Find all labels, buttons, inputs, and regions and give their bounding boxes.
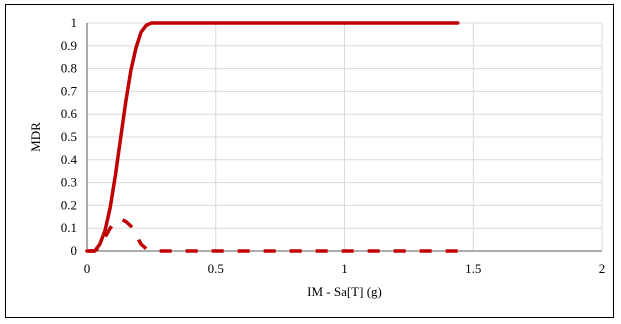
y-tick-label: 0.6 [61, 106, 78, 121]
x-tick-label: 1 [341, 261, 348, 276]
gridlines [87, 22, 603, 251]
y-tick-label: 0.4 [61, 152, 78, 167]
dashed-series-line [87, 217, 458, 253]
y-tick-label: 0.3 [61, 175, 77, 190]
y-tick-label: 0.1 [61, 220, 77, 235]
x-tick-label: 1.5 [465, 261, 481, 276]
y-tick-label: 1 [71, 15, 78, 30]
chart-svg: 0 0.1 0.2 0.3 0.4 0.5 0.6 0.7 0.8 0.9 1 0 0.5 1 1.5 2 M… [28, 15, 606, 299]
y-tick-label: 0.9 [61, 38, 77, 53]
x-tick-label: 0.5 [208, 261, 224, 276]
y-tick-label: 0 [71, 243, 78, 258]
tick-labels: 0 0.1 0.2 0.3 0.4 0.5 0.6 0.7 0.8 0.9 1 0 0.5 1 1.5 2 [61, 15, 606, 276]
series-group [85, 21, 460, 253]
y-axis-title: MDR [28, 122, 43, 152]
x-tick-label: 2 [599, 261, 606, 276]
chart-area: 0 0.1 0.2 0.3 0.4 0.5 0.6 0.7 0.8 0.9 1 0 0.5 1 1.5 2 M… [5, 4, 614, 318]
y-tick-label: 0.8 [61, 61, 77, 76]
y-tick-label: 0.2 [61, 197, 77, 212]
x-tick-label: 0 [84, 261, 91, 276]
x-axis-title: IM - Sa[T] (g) [307, 284, 382, 299]
y-tick-label: 0.5 [61, 129, 77, 144]
y-tick-label: 0.7 [61, 83, 78, 98]
solid-series-line [85, 21, 460, 253]
